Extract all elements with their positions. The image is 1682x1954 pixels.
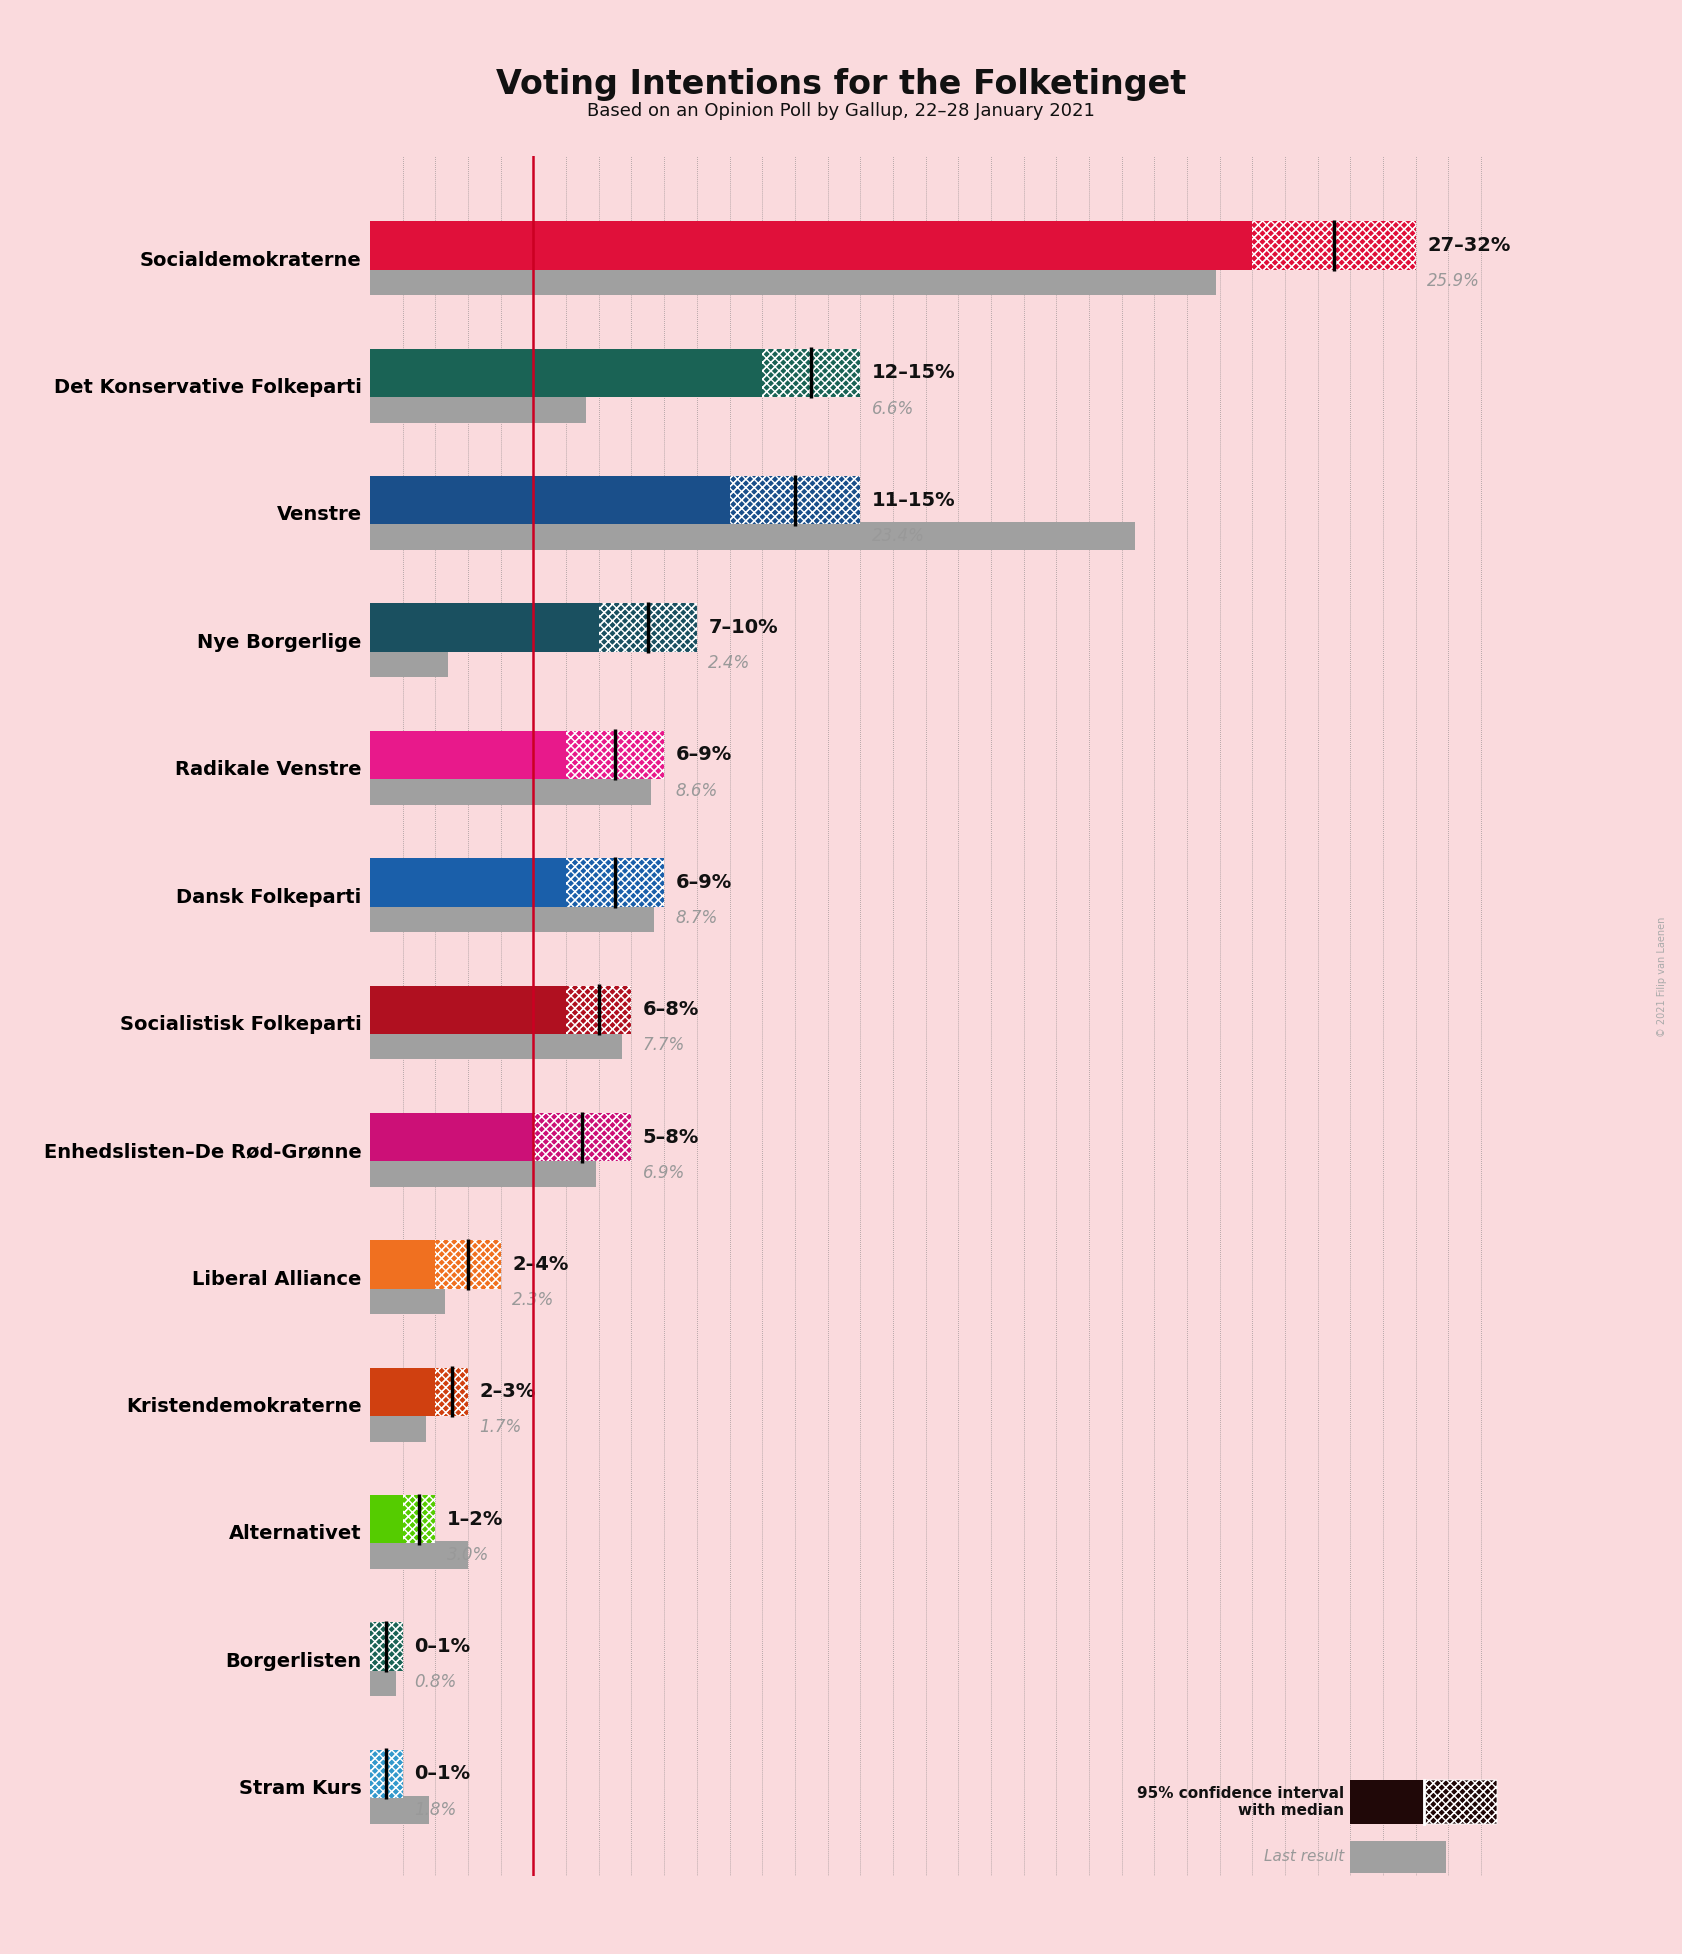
Bar — [370, 1114, 533, 1161]
Text: 11–15%: 11–15% — [871, 490, 955, 510]
Text: 6–9%: 6–9% — [676, 746, 732, 764]
Text: 6–9%: 6–9% — [676, 873, 732, 891]
Bar — [567, 985, 631, 1034]
Bar — [436, 1368, 468, 1417]
Bar — [370, 1749, 402, 1798]
Bar — [436, 1241, 501, 1288]
Text: 3.0%: 3.0% — [447, 1546, 489, 1563]
Bar — [730, 477, 860, 524]
Bar — [370, 858, 567, 907]
Text: 25.9%: 25.9% — [1428, 272, 1480, 289]
Bar — [730, 477, 860, 524]
Bar — [370, 1669, 397, 1696]
Bar — [436, 1368, 468, 1417]
Bar — [567, 731, 664, 780]
Text: © 2021 Filip van Laenen: © 2021 Filip van Laenen — [1657, 916, 1667, 1038]
Text: 2.4%: 2.4% — [708, 655, 750, 672]
Bar — [1253, 221, 1416, 270]
Text: 0.8%: 0.8% — [414, 1673, 456, 1692]
Bar — [436, 1368, 468, 1417]
Bar — [402, 1495, 436, 1544]
Bar — [370, 268, 1216, 295]
Text: 7.7%: 7.7% — [643, 1036, 685, 1055]
Bar — [533, 1114, 631, 1161]
Bar — [370, 1413, 426, 1442]
Bar — [370, 776, 651, 805]
Text: 2–3%: 2–3% — [479, 1381, 537, 1401]
Text: 6.6%: 6.6% — [871, 399, 913, 418]
Text: 1.8%: 1.8% — [414, 1800, 456, 1819]
Bar — [567, 985, 631, 1034]
Bar — [1253, 221, 1416, 270]
Bar — [762, 348, 860, 397]
Bar — [599, 604, 696, 653]
Bar — [567, 858, 664, 907]
Bar — [370, 604, 599, 653]
Bar — [1253, 221, 1416, 270]
Bar — [370, 1368, 436, 1417]
Bar — [599, 604, 696, 653]
Text: 1–2%: 1–2% — [447, 1510, 503, 1528]
Bar — [599, 604, 696, 653]
Bar — [370, 1159, 595, 1186]
Bar — [370, 1796, 429, 1823]
Bar — [370, 1622, 402, 1671]
Bar — [370, 477, 730, 524]
Text: 0–1%: 0–1% — [414, 1637, 471, 1657]
Bar — [370, 1749, 402, 1798]
Bar — [567, 858, 664, 907]
Bar — [370, 1622, 402, 1671]
Bar — [567, 858, 664, 907]
Text: 95% confidence interval
with median: 95% confidence interval with median — [1137, 1786, 1344, 1817]
Bar — [762, 348, 860, 397]
Bar — [762, 348, 860, 397]
Bar — [370, 905, 654, 932]
Bar — [1351, 1780, 1425, 1825]
Text: 1.7%: 1.7% — [479, 1419, 521, 1436]
Bar — [370, 1749, 402, 1798]
Bar — [370, 348, 762, 397]
Bar — [370, 1622, 402, 1671]
Text: 2.3%: 2.3% — [513, 1292, 555, 1309]
Bar — [533, 1114, 631, 1161]
Bar — [402, 1495, 436, 1544]
Bar — [370, 1542, 468, 1569]
Bar — [370, 395, 585, 422]
Bar — [1425, 1780, 1497, 1825]
Text: 6.9%: 6.9% — [643, 1165, 685, 1182]
Bar — [370, 649, 449, 678]
Bar — [567, 985, 631, 1034]
Bar — [567, 731, 664, 780]
Text: Voting Intentions for the Folketinget: Voting Intentions for the Folketinget — [496, 68, 1186, 102]
Text: 5–8%: 5–8% — [643, 1127, 700, 1147]
Bar — [567, 731, 664, 780]
Bar — [436, 1241, 501, 1288]
Text: 2–4%: 2–4% — [513, 1254, 569, 1274]
Text: 12–15%: 12–15% — [871, 363, 955, 383]
Bar — [402, 1495, 436, 1544]
Bar — [370, 1032, 622, 1059]
Bar — [370, 731, 567, 780]
Text: Based on an Opinion Poll by Gallup, 22–28 January 2021: Based on an Opinion Poll by Gallup, 22–2… — [587, 102, 1095, 119]
Bar — [370, 1241, 436, 1288]
Text: Last result: Last result — [1263, 1848, 1344, 1864]
Bar — [1425, 1780, 1497, 1825]
Bar — [370, 985, 567, 1034]
Text: 8.6%: 8.6% — [676, 782, 718, 799]
Text: 27–32%: 27–32% — [1428, 236, 1510, 254]
Bar — [1351, 1841, 1447, 1872]
Bar — [370, 522, 1135, 549]
Text: 7–10%: 7–10% — [708, 617, 777, 637]
Bar — [370, 1286, 446, 1315]
Text: 23.4%: 23.4% — [871, 528, 925, 545]
Bar — [370, 1495, 402, 1544]
Text: 6–8%: 6–8% — [643, 1000, 700, 1020]
Bar — [730, 477, 860, 524]
Text: 8.7%: 8.7% — [676, 909, 718, 926]
Bar — [436, 1241, 501, 1288]
Bar — [370, 221, 1253, 270]
Bar — [533, 1114, 631, 1161]
Text: 0–1%: 0–1% — [414, 1764, 471, 1784]
